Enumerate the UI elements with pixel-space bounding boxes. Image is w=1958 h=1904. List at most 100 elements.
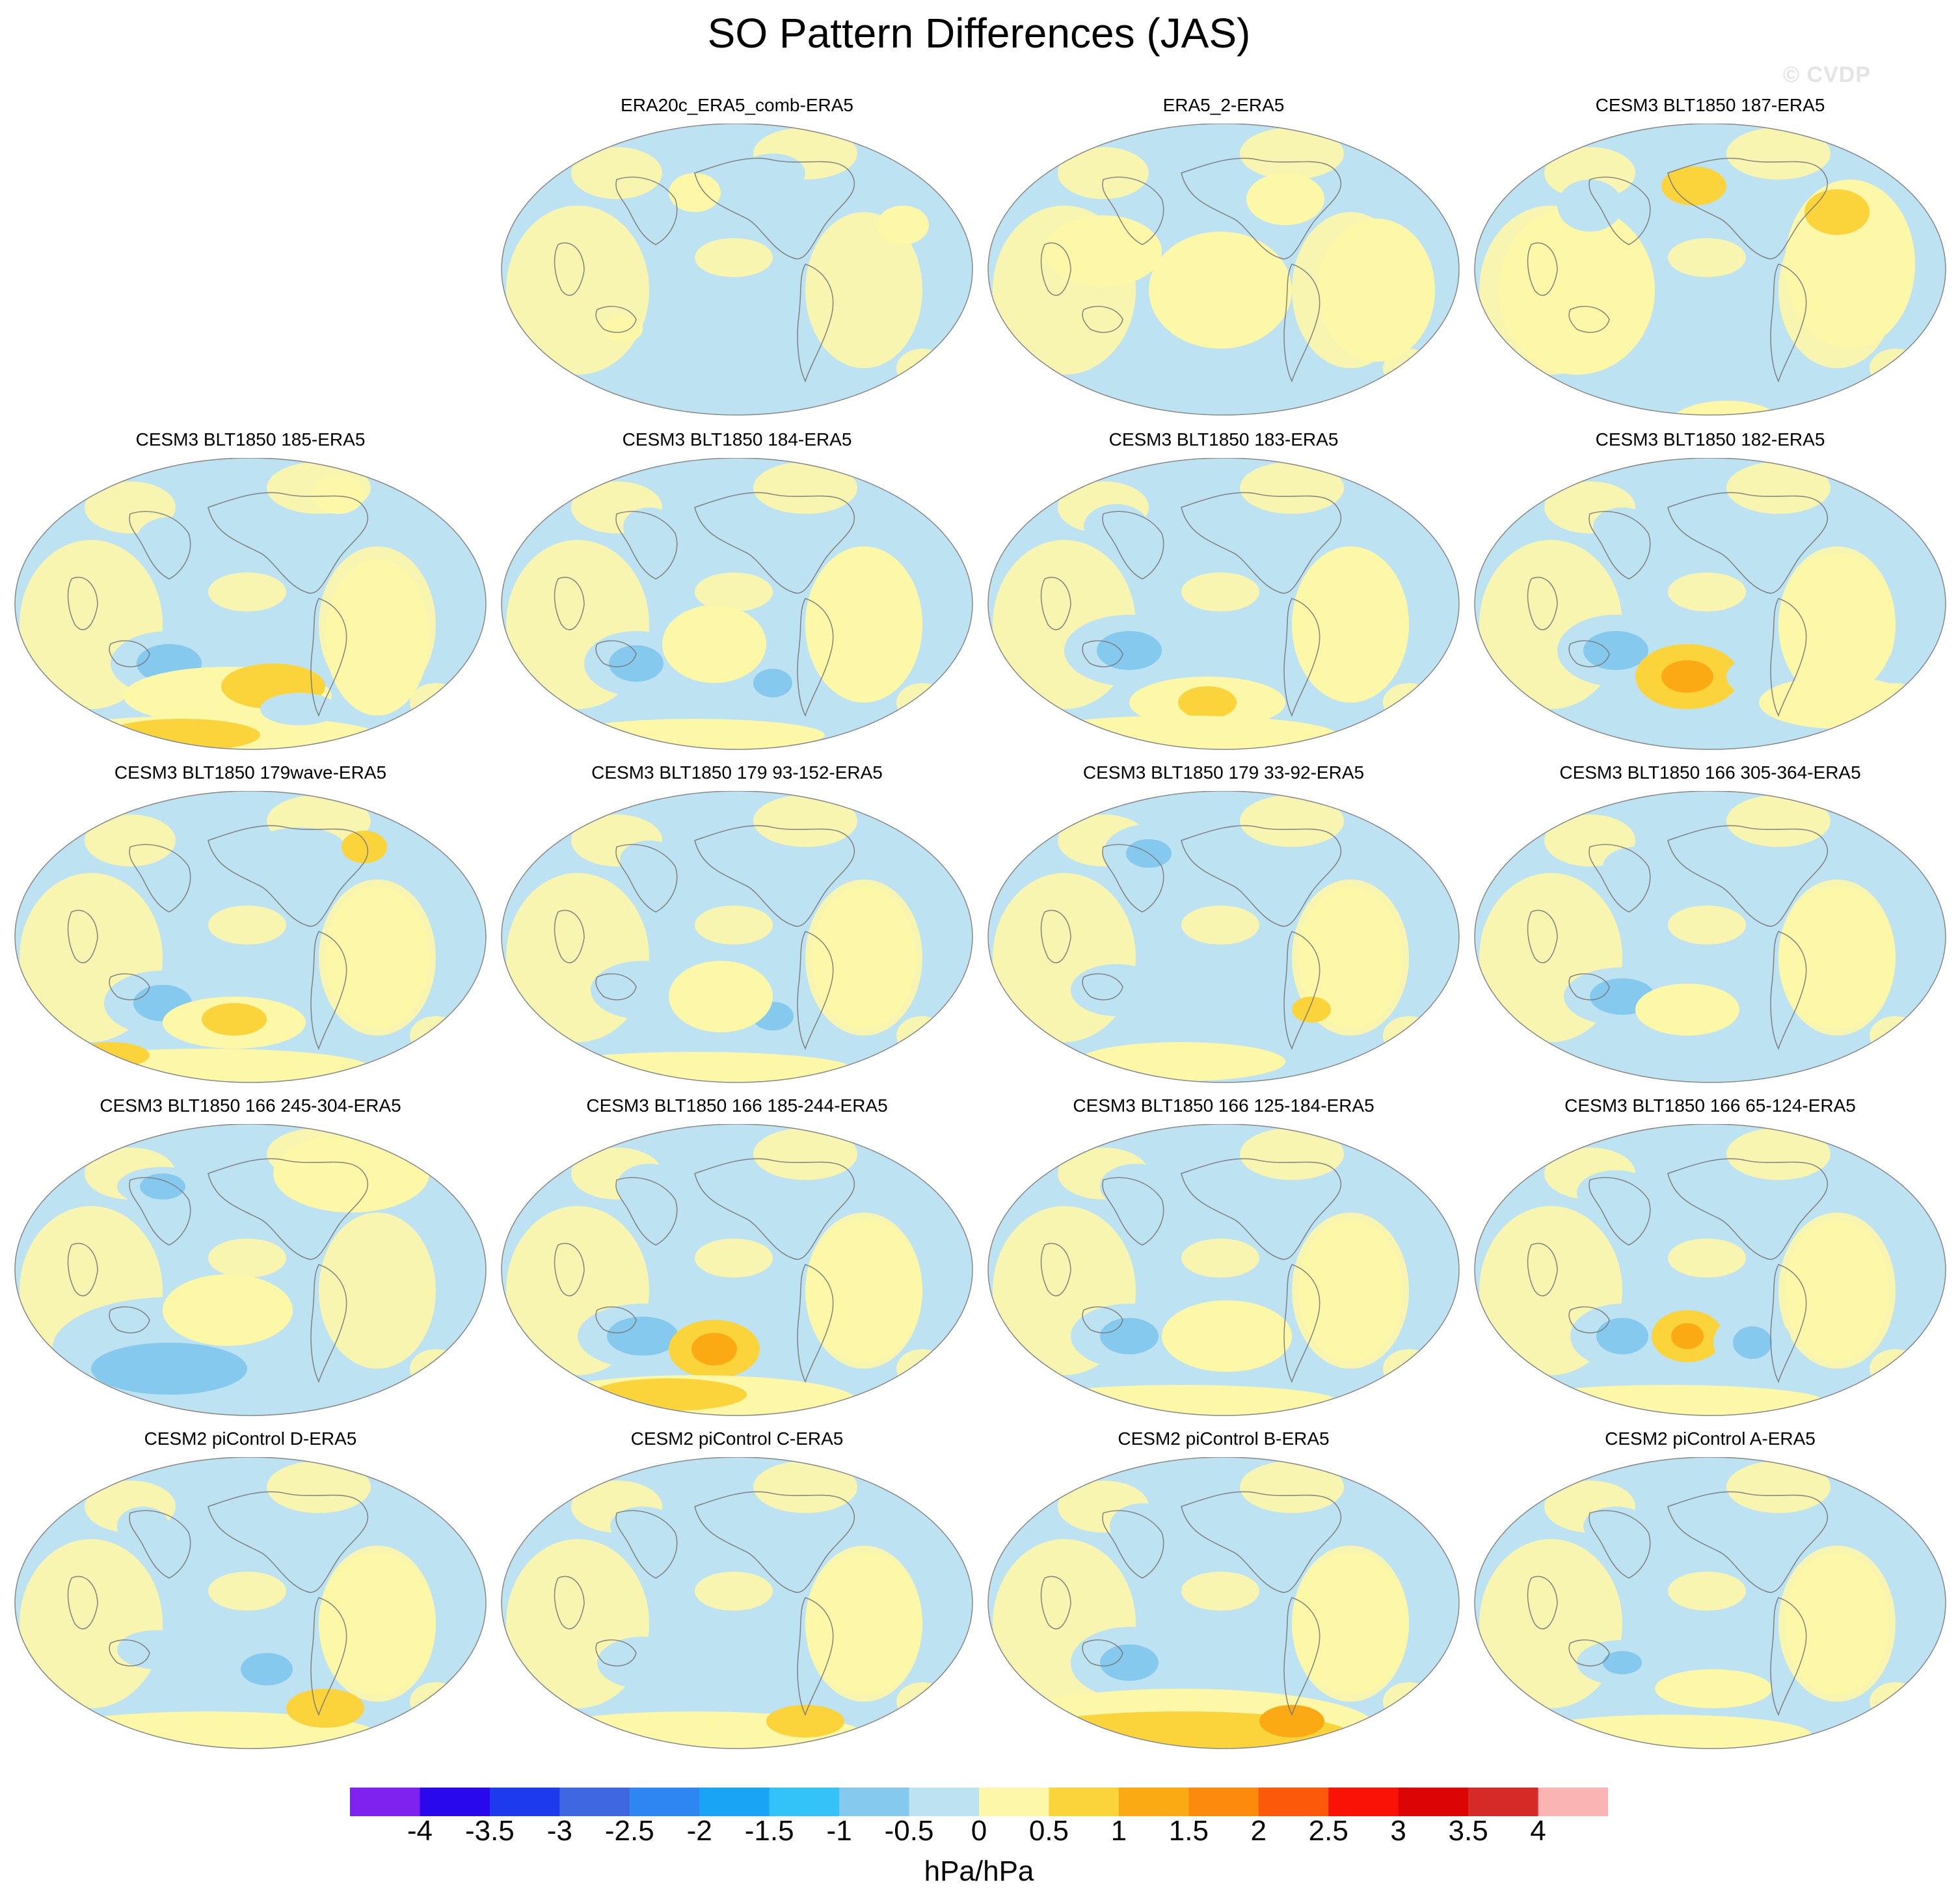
positive-anomaly-region (1778, 553, 1896, 696)
strong-negative-anomaly-region (607, 1317, 678, 1356)
strong-negative-anomaly-region (1100, 1318, 1159, 1354)
map-panel: CESM3 BLT1850 166 125-184-ERA5 (986, 1095, 1461, 1421)
world-map (501, 1457, 973, 1749)
world-map (501, 791, 973, 1083)
strong-negative-anomaly-region (1100, 1644, 1159, 1681)
colorbar-swatch (489, 1788, 560, 1816)
colorbar-swatch (420, 1788, 490, 1816)
positive-anomaly-region (669, 173, 721, 212)
strong-negative-anomaly-region (1733, 1326, 1772, 1359)
positive-anomaly-region (1785, 1219, 1889, 1362)
positive-anomaly-region (1512, 1385, 1824, 1415)
positive-anomaly-region (812, 886, 916, 1029)
positive-anomaly-region (1025, 716, 1337, 749)
map-panel: CESM2 piControl C-ERA5 (500, 1428, 974, 1754)
map-panel-title: CESM2 piControl D-ERA5 (144, 1428, 357, 1449)
positive-anomaly-region (1246, 173, 1324, 225)
strong-positive-anomaly-region (1178, 686, 1237, 719)
negative-anomaly-region (620, 840, 678, 879)
positive-anomaly-region (1292, 546, 1409, 703)
negative-anomaly-region (1577, 1170, 1655, 1216)
negative-anomaly-region (1084, 504, 1149, 550)
world-map (1474, 1457, 1946, 1749)
positive-anomaly-region (1499, 206, 1655, 375)
map-panel: CESM3 BLT1850 187-ERA5 (1473, 95, 1948, 420)
colorbar-tick-label: -1.5 (744, 1815, 794, 1847)
peak-positive-anomaly-region (1661, 660, 1713, 693)
positive-anomaly-region (319, 1552, 436, 1695)
positive-anomaly-region (1149, 232, 1292, 349)
map-panel: CESM3 BLT1850 166 185-244-ERA5 (500, 1095, 974, 1421)
world-map (501, 1124, 973, 1416)
negative-anomaly-region (137, 517, 202, 563)
world-map (1474, 791, 1946, 1083)
negative-anomaly-region (591, 961, 695, 1019)
strong-positive-anomaly-region (286, 1689, 364, 1728)
colorbar-swatch (629, 1788, 700, 1816)
colorbar-tick-label: -2.5 (604, 1815, 654, 1847)
peak-positive-anomaly-region (1671, 1323, 1704, 1349)
world-map (14, 1457, 487, 1749)
strong-negative-anomaly-region (91, 1343, 247, 1395)
positive-anomaly-region (805, 1552, 922, 1695)
negative-anomaly-region (254, 827, 345, 866)
colorbar-swatch (1328, 1788, 1399, 1816)
map-panel: CESM3 BLT1850 182-ERA5 (1473, 429, 1948, 755)
map-panel: CESM3 BLT1850 184-ERA5 (500, 429, 974, 755)
map-panel: CESM3 BLT1850 183-ERA5 (986, 429, 1461, 755)
colorbar-swatch (979, 1788, 1050, 1816)
positive-anomaly-region (1635, 984, 1739, 1036)
negative-anomaly-region (617, 1164, 682, 1209)
colorbar-tick-label: 0 (971, 1815, 987, 1847)
map-panel: CESM3 BLT1850 179 93-152-ERA5 (500, 762, 974, 1088)
colorbar-tick-label: 4 (1530, 1815, 1546, 1847)
map-panel: CESM2 piControl A-ERA5 (1473, 1428, 1948, 1754)
world-map (501, 124, 973, 416)
colorbar-swatch (1188, 1788, 1259, 1816)
map-panel: CESM3 BLT1850 179wave-ERA5 (13, 762, 488, 1088)
map-panel: CESM3 BLT1850 166 65-124-ERA5 (1473, 1095, 1948, 1421)
map-panel-title: ERA5_2-ERA5 (1162, 95, 1285, 115)
colorbar-labels: -4 -3.5 -3 -2.5 -2 -1.5 -1 -0.5 0 0.5 1 1.5 2 2.5 3 3.5… (0, 1815, 1958, 1854)
negative-anomaly-region (1726, 657, 1791, 696)
colorbar-swatch (1258, 1788, 1329, 1816)
colorbar-tick-label: 2.5 (1308, 1815, 1348, 1847)
peak-positive-anomaly-region (691, 1333, 737, 1365)
colorbar-swatch (1398, 1788, 1469, 1816)
colorbar-swatch (1118, 1788, 1189, 1816)
cvdp-watermark: © CVDP (1783, 62, 1871, 87)
map-panel-title: CESM3 BLT1850 166 125-184-ERA5 (1073, 1095, 1375, 1116)
map-panel-title: CESM3 BLT1850 179 93-152-ERA5 (591, 762, 883, 783)
positive-anomaly-region (805, 546, 922, 703)
strong-positive-anomaly-region (1804, 189, 1870, 235)
colorbar-tick-label: -1 (826, 1815, 852, 1847)
positive-anomaly-region (669, 961, 773, 1032)
colorbar-swatch (559, 1788, 630, 1816)
positive-anomaly-region (163, 1274, 293, 1346)
world-map (14, 458, 487, 750)
map-panel-title: CESM3 BLT1850 179wave-ERA5 (114, 762, 387, 783)
map-panel-title: CESM3 BLT1850 166 65-124-ERA5 (1564, 1095, 1856, 1116)
map-panel: CESM3 BLT1850 185-ERA5 (13, 429, 488, 755)
positive-anomaly-region (273, 1134, 429, 1213)
positive-anomaly-region (1077, 1042, 1285, 1081)
map-panel-title: CESM3 BLT1850 187-ERA5 (1595, 95, 1825, 115)
colorbar-swatch (769, 1788, 840, 1816)
positive-anomaly-region (325, 559, 429, 716)
colorbar-swatch (909, 1788, 980, 1816)
map-panel: CESM2 piControl B-ERA5 (986, 1428, 1461, 1754)
map-panel-title: CESM3 BLT1850 179 33-92-ERA5 (1082, 762, 1365, 783)
colorbar-tick-label: -2 (686, 1815, 712, 1847)
strong-positive-anomaly-region (72, 1042, 150, 1068)
positive-anomaly-region (1045, 215, 1162, 287)
negative-anomaly-region (597, 1637, 688, 1689)
colorbar-tick-label: 3.5 (1448, 1815, 1488, 1847)
world-map (987, 1457, 1460, 1749)
map-panel-title: CESM3 BLT1850 184-ERA5 (622, 429, 852, 449)
colorbar-tick-label: 1.5 (1168, 1815, 1209, 1847)
colorbar-swatch (1468, 1788, 1539, 1816)
negative-anomaly-region (117, 1630, 195, 1669)
positive-anomaly-region (1298, 1219, 1402, 1362)
strong-positive-anomaly-region (766, 1705, 844, 1737)
colorbar-swatch (699, 1788, 770, 1816)
